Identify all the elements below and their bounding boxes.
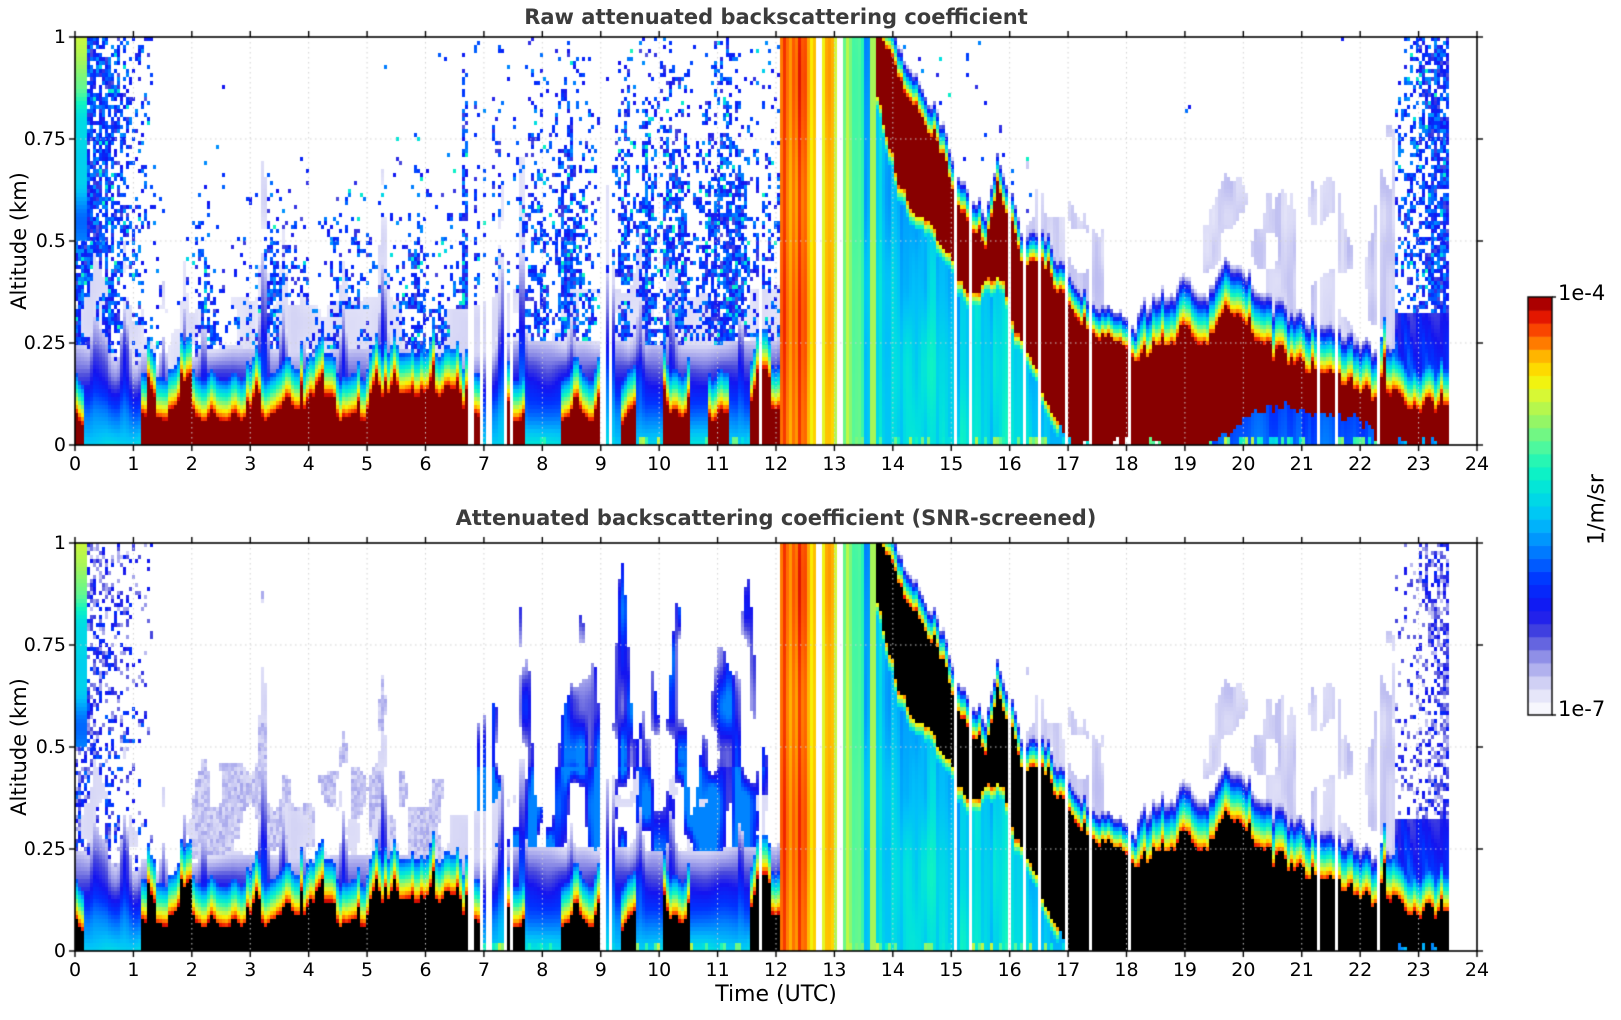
x-tick-label: 7 — [477, 453, 490, 475]
x-tick-label: 20 — [1231, 453, 1256, 475]
x-tick-label: 12 — [763, 453, 789, 475]
y-tick-label: 0.75 — [23, 128, 66, 150]
colorbar-unit-label: 1/m/sr — [1584, 474, 1610, 545]
x-tick-label: 10 — [647, 453, 672, 475]
x-tick-label: 14 — [880, 453, 905, 475]
x-tick-label: 14 — [880, 959, 905, 981]
x-tick-label: 11 — [705, 453, 730, 475]
x-tick-label: 18 — [1114, 959, 1139, 981]
y-tick-label: 1 — [53, 532, 66, 554]
x-tick-label: 0 — [68, 453, 82, 475]
x-tick-label: 15 — [939, 453, 964, 475]
colorbar-max-label: 1e-4 — [1558, 281, 1606, 305]
x-tick-label: 0 — [68, 959, 82, 981]
x-tick-label: 3 — [244, 959, 257, 981]
y-tick-label: 1 — [53, 26, 66, 48]
panel1-title: Raw attenuated backscattering coefficien… — [524, 5, 1028, 29]
y-tick-label: 0.5 — [35, 230, 66, 252]
x-tick-label: 22 — [1348, 453, 1373, 475]
x-tick-label: 8 — [536, 453, 549, 475]
x-tick-label: 19 — [1172, 959, 1197, 981]
x-tick-label: 1 — [127, 453, 140, 475]
y-tick-label: 0 — [53, 434, 66, 456]
x-tick-label: 6 — [419, 453, 432, 475]
x-tick-label: 23 — [1406, 453, 1431, 475]
y-tick-label: 0 — [53, 940, 66, 962]
x-tick-label: 3 — [244, 453, 257, 475]
x-tick-label: 2 — [185, 453, 198, 475]
x-tick-label: 1 — [127, 959, 140, 981]
x-tick-label: 17 — [1055, 453, 1081, 475]
x-tick-label: 15 — [939, 959, 964, 981]
x-tick-label: 7 — [477, 959, 490, 981]
x-tick-label: 13 — [822, 959, 847, 981]
x-tick-label: 9 — [594, 959, 607, 981]
x-tick-label: 8 — [536, 959, 549, 981]
y-tick-label: 0.25 — [23, 838, 66, 860]
x-tick-label: 16 — [997, 453, 1022, 475]
x-tick-label: 5 — [361, 959, 374, 981]
x-tick-label: 5 — [361, 453, 374, 475]
x-tick-label: 16 — [997, 959, 1022, 981]
x-tick-label: 12 — [763, 959, 789, 981]
x-tick-label: 23 — [1406, 959, 1431, 981]
colorbar-min-label: 1e-7 — [1558, 697, 1606, 721]
x-tick-label: 24 — [1464, 453, 1490, 475]
x-tick-label: 22 — [1348, 959, 1373, 981]
x-tick-label: 10 — [647, 959, 672, 981]
x-tick-label: 21 — [1289, 959, 1314, 981]
panel2-title: Attenuated backscattering coefficient (S… — [455, 506, 1097, 530]
x-tick-label: 20 — [1231, 959, 1256, 981]
x-tick-label: 4 — [302, 959, 315, 981]
y-tick-label: 0.5 — [35, 736, 66, 758]
x-tick-label: 24 — [1464, 959, 1490, 981]
x-tick-label: 6 — [419, 959, 432, 981]
x-tick-label: 17 — [1055, 959, 1081, 981]
x-tick-label: 19 — [1172, 453, 1197, 475]
x-tick-label: 9 — [594, 453, 607, 475]
x-tick-label: 21 — [1289, 453, 1314, 475]
x-tick-label: 18 — [1114, 453, 1139, 475]
x-axis-label: Time (UTC) — [715, 982, 837, 1007]
y-tick-label: 0.75 — [23, 634, 66, 656]
x-tick-label: 13 — [822, 453, 847, 475]
x-tick-label: 4 — [302, 453, 315, 475]
y-tick-label: 0.25 — [23, 332, 66, 354]
x-tick-label: 2 — [185, 959, 198, 981]
x-tick-label: 11 — [705, 959, 730, 981]
